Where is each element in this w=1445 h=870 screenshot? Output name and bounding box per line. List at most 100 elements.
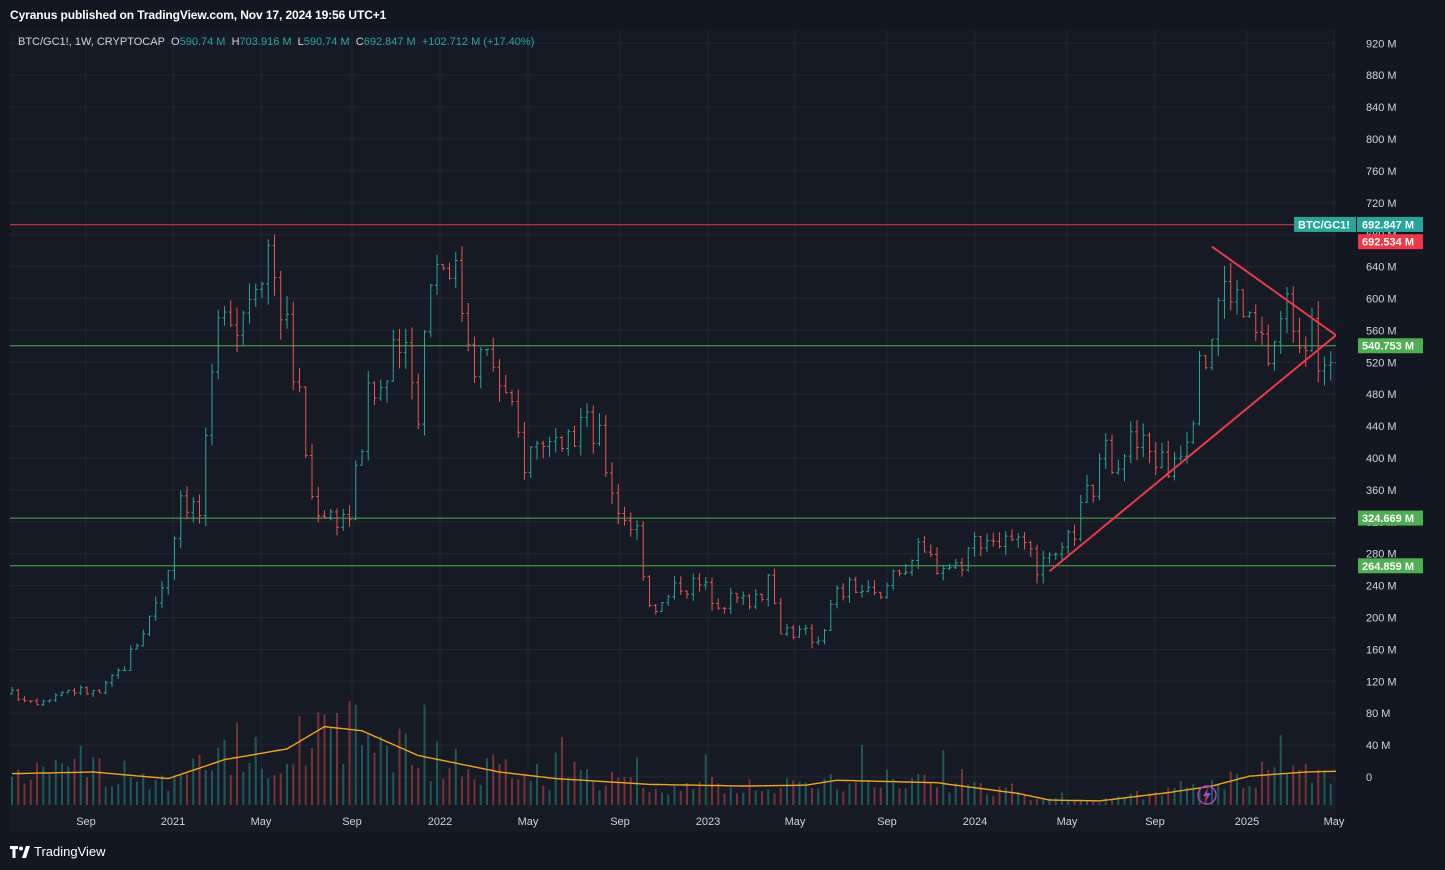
volume-bar: [486, 758, 488, 805]
volume-bar: [48, 773, 51, 805]
volume-bar: [1279, 735, 1282, 805]
volume-bar: [1286, 773, 1288, 805]
volume-bar: [236, 722, 238, 805]
volume-bar: [298, 716, 301, 805]
volume-bar: [723, 793, 726, 805]
tradingview-logo-text: TradingView: [34, 844, 106, 859]
volume-bar: [398, 728, 401, 805]
volume-bar: [417, 767, 420, 805]
volume-bar: [1123, 796, 1126, 805]
volume-bar: [1054, 798, 1057, 805]
volume-bar: [17, 769, 20, 805]
volume-bar: [779, 788, 782, 805]
volume-bar: [1079, 799, 1082, 805]
last-price-symbol: BTC/GC1!: [1298, 219, 1350, 231]
volume-bar: [279, 773, 282, 805]
price-tick-label: 400 M: [1366, 453, 1397, 465]
publish-info: Cyranus published on TradingView.com, No…: [10, 8, 387, 22]
price-tick-label: 480 M: [1366, 389, 1397, 401]
volume-bar: [117, 784, 120, 805]
volume-bar: [798, 781, 801, 805]
level-price-tag: [1358, 234, 1423, 250]
volume-bar: [742, 792, 745, 805]
volume-ma: [12, 725, 1436, 802]
price-tick-label: 440 M: [1366, 421, 1397, 433]
volume-bar: [198, 754, 201, 805]
volume-bar: [1186, 787, 1188, 805]
level-price-tag-label: 264.859 M: [1362, 561, 1414, 573]
volume-bar: [411, 765, 413, 805]
volume-bar: [286, 764, 288, 805]
volume-bar: [561, 737, 563, 805]
price-tick-label: 280 M: [1366, 549, 1397, 561]
price-tick-label: 40 M: [1366, 740, 1390, 752]
volume-bar: [754, 790, 757, 805]
volume-bar: [1311, 782, 1313, 805]
price-tick-label: 0: [1366, 772, 1372, 784]
volume-bar: [986, 794, 988, 805]
time-axis[interactable]: Sep 2021 May Sep 2022 May Sep 2023 May Sep 2024 May…: [76, 816, 1345, 828]
volume-bar: [1136, 790, 1138, 805]
volume-bar: [817, 788, 820, 805]
volume-bar: [1142, 799, 1145, 805]
volume-bar: [979, 783, 982, 805]
volume-bar: [586, 769, 588, 805]
volume-bar: [511, 778, 513, 805]
volume-bar: [1242, 787, 1245, 805]
price-tick-label: 920 M: [1366, 38, 1397, 50]
volume-bar: [1098, 802, 1101, 805]
volume-bar: [273, 775, 276, 805]
time-tick-label: May: [785, 816, 806, 828]
price-tick-label: 360 M: [1366, 485, 1397, 497]
volume-bar: [929, 783, 932, 805]
volume-bar: [473, 779, 476, 805]
volume-bar: [892, 778, 895, 805]
volume-bar: [911, 778, 913, 805]
volume-bar: [1061, 792, 1063, 805]
volume-bar: [1298, 769, 1301, 805]
volume-bar: [604, 785, 607, 805]
price-tick-label: 240 M: [1366, 581, 1397, 593]
legend-high-value: 703.916 M: [239, 36, 292, 48]
volume-bar: [467, 769, 470, 805]
volume-bar: [436, 741, 438, 805]
volume-bar: [711, 777, 713, 805]
time-tick-label: Sep: [342, 816, 362, 828]
last-price-value: 692.847 M: [1362, 219, 1414, 231]
volume-bar: [623, 776, 626, 805]
volume-bar: [936, 787, 938, 805]
price-axis-bg: [1336, 30, 1436, 832]
time-tick-label: May: [518, 816, 539, 828]
volume-bar: [848, 783, 851, 805]
volume-bar: [73, 758, 76, 805]
volume-bar: [179, 775, 182, 805]
volume-bar: [1067, 800, 1070, 805]
volume-bar: [1229, 771, 1232, 805]
volume-bar: [386, 745, 388, 805]
volume-bar: [192, 758, 195, 805]
tradingview-logo[interactable]: TradingView: [10, 844, 106, 859]
level-price-tag: [1358, 558, 1423, 574]
volume-bar: [292, 764, 295, 805]
volume-bar: [373, 752, 376, 805]
volume-bar: [454, 748, 457, 805]
legend-change: +102.712 M (+17.40%): [421, 36, 535, 48]
lightning-icon-ring: [1197, 785, 1217, 805]
volume-bar: [1329, 783, 1332, 805]
volume-bar: [1261, 761, 1263, 805]
publish-header: Cyranus published on TradingView.com, No…: [0, 0, 1445, 30]
volume-bar: [867, 780, 870, 805]
volume-bar: [1042, 797, 1045, 805]
volume-bar: [423, 704, 426, 805]
volume-bar: [79, 745, 82, 805]
volume-bar: [404, 733, 407, 805]
footer-bar: [0, 832, 1445, 870]
volume-bar: [717, 783, 720, 805]
tradingview-logo-icon: [10, 845, 30, 858]
volume-bar: [142, 773, 145, 805]
volume-bar: [761, 791, 763, 805]
volume-bar: [248, 763, 251, 805]
